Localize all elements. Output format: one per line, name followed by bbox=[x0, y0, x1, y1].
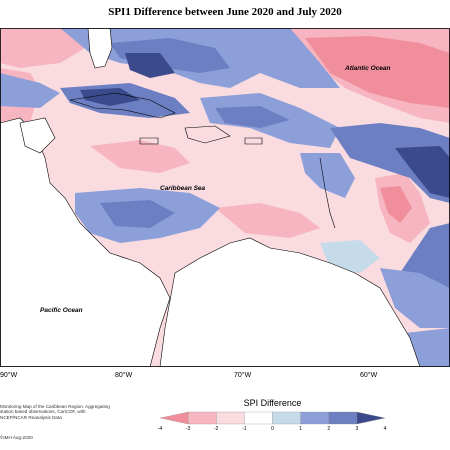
legend-bin bbox=[216, 411, 245, 425]
legend-tick-label: 0 bbox=[271, 426, 274, 432]
legend: SPI Difference -4 -3 -2 -1 0 1 2 3 4 bbox=[150, 398, 395, 438]
longitude-label-70w: 70°W bbox=[234, 372, 252, 379]
cuba bbox=[69, 92, 176, 119]
legend-bin bbox=[356, 411, 386, 425]
longitude-label-60w: 60°W bbox=[360, 372, 378, 379]
wet-regions bbox=[0, 28, 450, 367]
legend-bin bbox=[244, 411, 273, 425]
legend-tick-label: -1 bbox=[242, 426, 247, 432]
legend-bin bbox=[187, 411, 217, 425]
legend-tick-label: 4 bbox=[383, 426, 387, 432]
legend-bin bbox=[300, 411, 329, 425]
legend-tick-label: -2 bbox=[214, 426, 219, 432]
legend-tick-label: 1 bbox=[299, 426, 303, 432]
legend-colorbar bbox=[159, 411, 386, 425]
lesser-antilles bbox=[319, 157, 336, 229]
hispaniola bbox=[184, 125, 231, 144]
legend-bin bbox=[328, 411, 358, 425]
map-description: Monitoring Map of the Caribbean Region. … bbox=[0, 404, 110, 420]
legend-tick-label: 3 bbox=[355, 426, 359, 432]
caribbean-sea-label: Caribbean Sea bbox=[160, 185, 206, 192]
pacific-ocean-label: Pacific Ocean bbox=[40, 307, 83, 314]
legend-tick-label: 2 bbox=[327, 426, 331, 432]
legend-tick-label: -3 bbox=[185, 426, 191, 432]
longitude-label-90w: 90°W bbox=[0, 372, 18, 379]
legend-bin bbox=[272, 411, 301, 425]
longitude-label-80w: 80°W bbox=[115, 372, 133, 379]
florida bbox=[87, 28, 113, 69]
jamaica bbox=[139, 137, 159, 145]
map-panel: Atlantic Ocean Caribbean Sea Pacific Oce… bbox=[0, 28, 450, 367]
legend-title: SPI Difference bbox=[243, 398, 302, 408]
copyright-note: ©IMH Aug-2020 bbox=[0, 435, 33, 440]
south-america bbox=[159, 237, 421, 367]
legend-tick-label: -4 bbox=[157, 426, 163, 432]
atlantic-ocean-label: Atlantic Ocean bbox=[344, 65, 391, 72]
puerto-rico bbox=[244, 137, 263, 145]
land bbox=[0, 28, 421, 367]
spi-map: Atlantic Ocean Caribbean Sea Pacific Oce… bbox=[0, 28, 450, 367]
legend-bin bbox=[159, 411, 189, 425]
yucatan bbox=[19, 117, 56, 154]
map-title: SPI1 Difference between June 2020 and Ju… bbox=[108, 6, 342, 18]
